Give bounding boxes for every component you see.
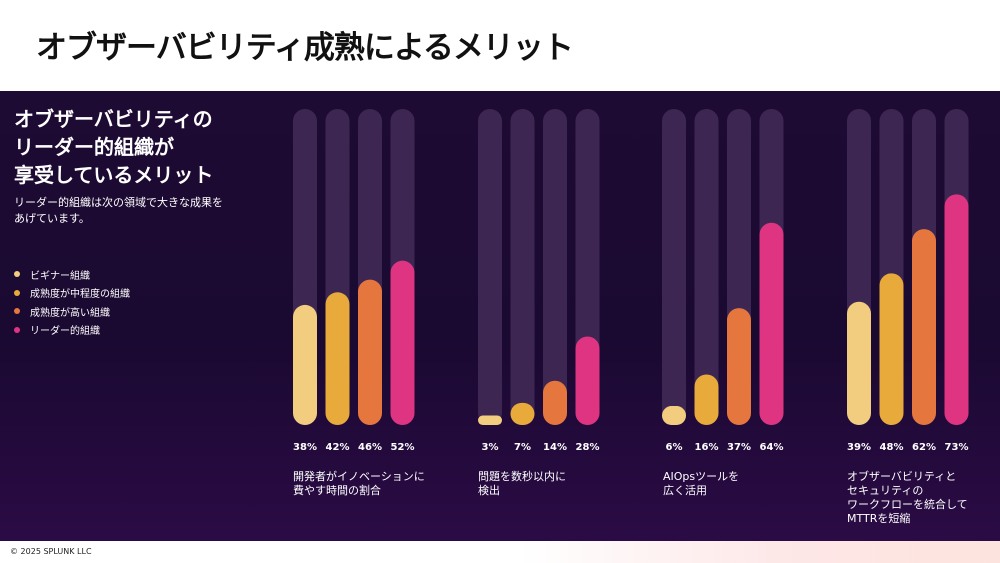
bar-track: [543, 109, 567, 425]
legend-item-mature: 成熟度が高い組織: [14, 302, 130, 321]
bar-track: [662, 109, 686, 425]
bar: [575, 336, 600, 425]
bar-value-label: 38%: [293, 442, 317, 453]
group-label-line: 開発者がイノベーションに: [293, 470, 425, 483]
legend-label: リーダー的組織: [30, 326, 100, 338]
chart-legend: ビギナー組織 成熟度が中程度の組織 成熟度が高い組織 リーダー的組織: [14, 265, 130, 339]
legend-item-intermediate: 成熟度が中程度の組織: [14, 284, 130, 303]
group-label-mttr: オブザーバビリティと セキュリティの ワークフローを統合して MTTRを短縮: [847, 470, 997, 526]
panel-heading: オブザーバビリティの リーダー的組織が 享受しているメリット: [14, 105, 284, 189]
bar: [694, 374, 719, 425]
bar-value-label: 42%: [326, 442, 350, 453]
bar-value-label: 6%: [666, 442, 683, 453]
legend-dot: [14, 271, 20, 278]
legend-label: ビギナー組織: [30, 270, 90, 282]
page-title: オブザーバビリティ成熟によるメリット: [36, 30, 574, 66]
group-label-line: 費やす時間の割合: [293, 484, 381, 497]
group-label-line: 広く活用: [663, 484, 707, 497]
group-label-line: オブザーバビリティと: [847, 470, 957, 483]
bar: [912, 229, 936, 425]
bar: [847, 301, 871, 425]
panel-heading-line: リーダー的組織が: [14, 135, 174, 159]
group-label-aiops: AIOpsツールを 広く活用: [663, 470, 813, 498]
bar: [325, 292, 350, 425]
group-label-dev-innovation: 開発者がイノベーションに 費やす時間の割合: [293, 470, 443, 498]
group-label-line: セキュリティの: [847, 484, 924, 497]
bar-chart: 38% 42% 46% 52% 3% 7% 14% 28% 6% 16% 37% 64% 39% 48% 6…: [293, 109, 969, 453]
legend-item-leader: リーダー的組織: [14, 321, 130, 340]
footer-glow: [520, 541, 1000, 563]
bar-value-label: 3%: [482, 442, 499, 453]
bar-value-label: 14%: [543, 442, 567, 453]
bar-value-label: 16%: [695, 442, 719, 453]
bar-value-label: 52%: [391, 442, 415, 453]
panel-subtext: リーダー的組織は次の領域で大きな成果を あげています。: [14, 195, 264, 227]
bar-value-label: 39%: [847, 442, 871, 453]
bar: [727, 308, 751, 425]
legend-item-beginner: ビギナー組織: [14, 265, 130, 284]
bar-track: [694, 109, 719, 425]
bar: [944, 194, 969, 425]
group-label-line: 問題を数秒以内に: [478, 470, 566, 483]
bar: [510, 402, 535, 425]
group-label-line: 検出: [478, 484, 500, 497]
subtext-line: リーダー的組織は次の領域で大きな成果を: [14, 196, 223, 209]
bar-value-label: 62%: [912, 442, 936, 453]
panel-heading-line: 享受しているメリット: [14, 163, 214, 187]
bar-value-label: 48%: [880, 442, 904, 453]
bar-value-label: 64%: [760, 442, 784, 453]
chart-panel: オブザーバビリティの リーダー的組織が 享受しているメリット リーダー的組織は次…: [0, 91, 1000, 541]
bar-value-label: 73%: [945, 442, 969, 453]
group-label-line: ワークフローを統合して: [847, 498, 968, 511]
group-label-line: AIOpsツールを: [663, 470, 740, 483]
bar-value-label: 37%: [727, 442, 751, 453]
bar: [293, 304, 317, 425]
bar-track: [478, 109, 502, 425]
legend-label: 成熟度が中程度の組織: [30, 289, 130, 301]
bar: [478, 415, 502, 425]
panel-heading-line: オブザーバビリティの: [14, 107, 213, 131]
legend-dot: [14, 308, 20, 315]
copyright-footer: © 2025 SPLUNK LLC: [10, 547, 92, 556]
group-label-line: MTTRを短縮: [847, 512, 911, 525]
bar: [879, 273, 904, 425]
bar-value-label: 46%: [358, 442, 382, 453]
bar-track: [510, 109, 535, 425]
bar-value-label: 7%: [514, 442, 531, 453]
legend-dot: [14, 326, 20, 333]
legend-dot: [14, 289, 20, 296]
bar: [662, 406, 686, 425]
bar: [759, 222, 784, 425]
bar: [358, 279, 382, 425]
group-label-detect-seconds: 問題を数秒以内に 検出: [478, 470, 628, 498]
bar: [390, 260, 415, 425]
subtext-line: あげています。: [14, 212, 90, 225]
bar: [543, 380, 567, 425]
bar-value-label: 28%: [576, 442, 600, 453]
legend-label: 成熟度が高い組織: [30, 307, 110, 319]
